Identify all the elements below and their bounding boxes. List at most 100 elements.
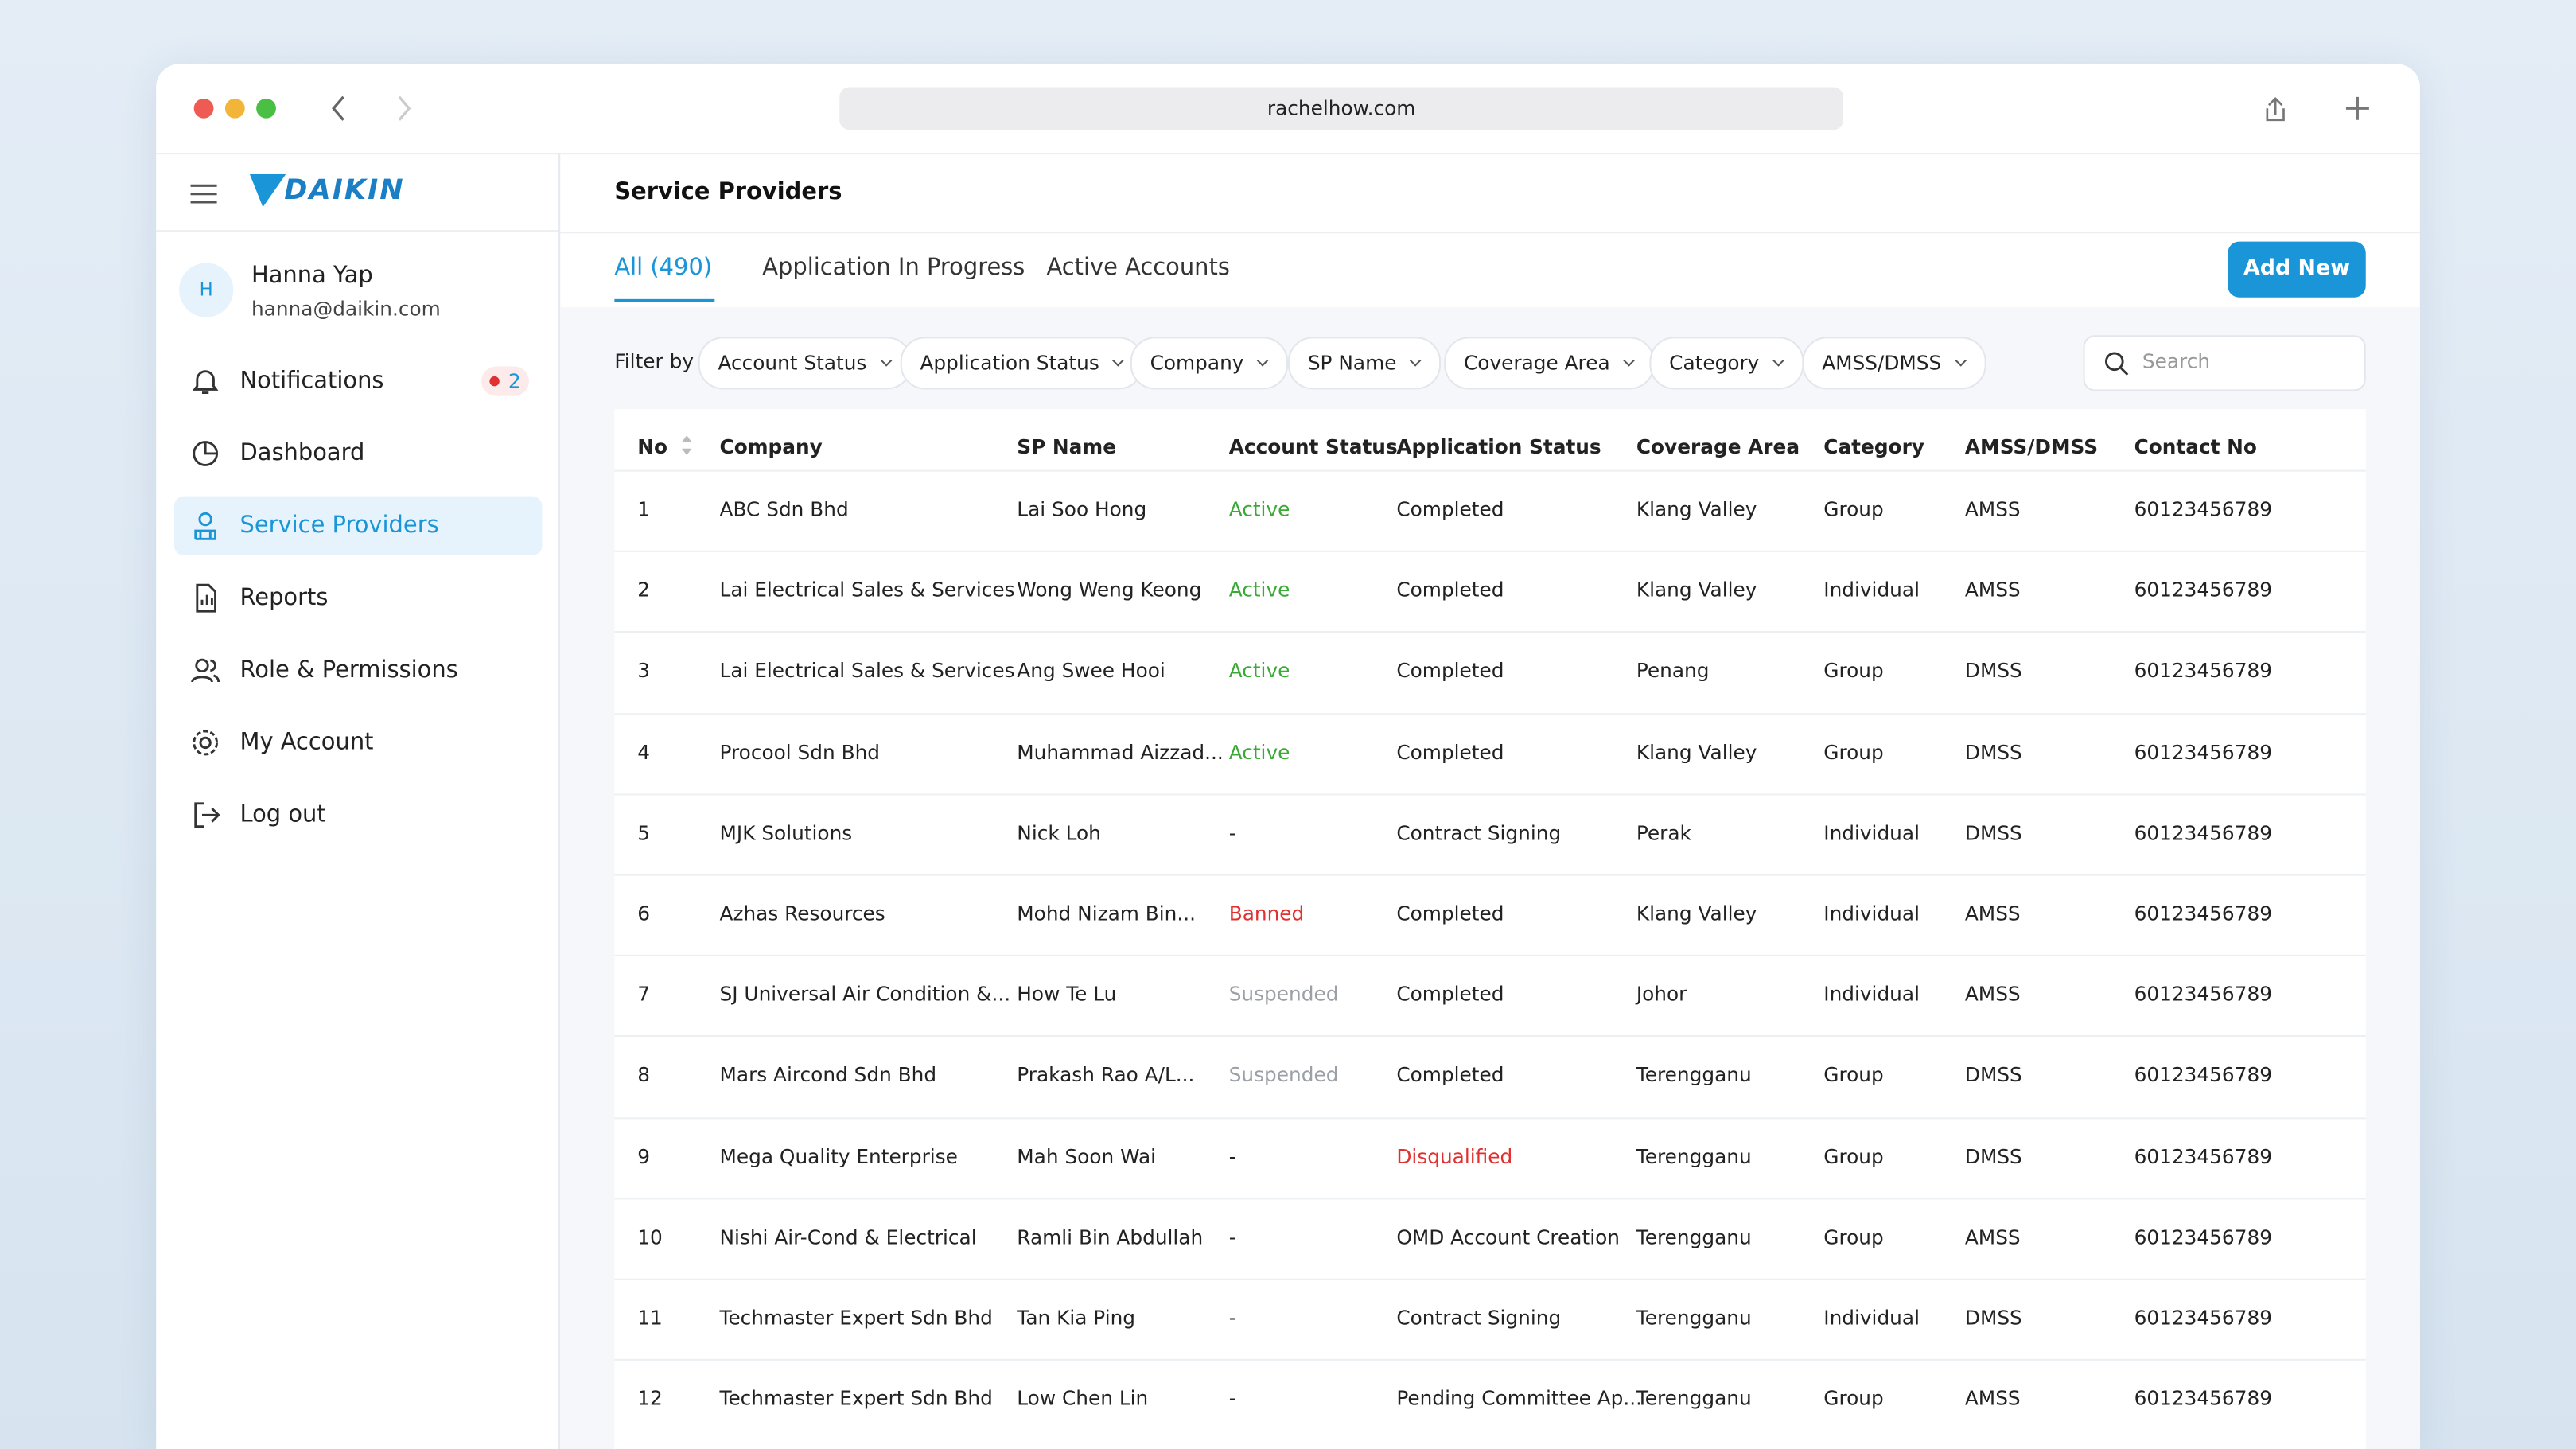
browser-actions[interactable] [2259, 92, 2391, 125]
nav-arrows[interactable] [327, 94, 426, 123]
tab[interactable]: Active Accounts [1046, 255, 1230, 282]
table-cell: Terengganu [1636, 1306, 1752, 1330]
table-cell: Active [1228, 497, 1290, 521]
browser-window: rachelhow.com DAIKIN H Hanna Yap hanna@d… [156, 64, 2420, 1449]
column-header[interactable]: Account Status [1228, 435, 1398, 459]
main: Service Providers All (490) Application I… [560, 154, 2420, 1449]
table-cell: AMSS [1964, 1387, 2021, 1411]
url: rachelhow.com [1267, 96, 1416, 120]
search-box[interactable]: Search [2083, 335, 2366, 391]
table-cell: 60123456789 [2134, 902, 2273, 925]
filter-dropdown[interactable]: Coverage Area [1444, 337, 1655, 390]
table-cell: AMSS [1964, 902, 2021, 925]
table-cell: Procool Sdn Bhd [719, 740, 881, 764]
table-cell: 5 [637, 821, 651, 845]
table-cell: Klang Valley [1636, 740, 1757, 764]
table-cell: Mars Aircond Sdn Bhd [719, 1063, 937, 1087]
table-cell: Group [1823, 1063, 1884, 1087]
row-divider [614, 1278, 2366, 1280]
table-cell: SJ Universal Air Condition &... [719, 983, 1011, 1007]
filter-dropdown[interactable]: Account Status [698, 337, 912, 390]
table-cell: Completed [1396, 578, 1504, 602]
add-new-button[interactable]: Add New [2228, 241, 2366, 298]
table-cell: Mohd Nizam Bin... [1017, 902, 1197, 925]
tab[interactable]: Application In Progress [762, 255, 1025, 282]
table-cell: Pending Committee Ap... [1396, 1387, 1643, 1411]
nav-item[interactable]: Reports [174, 569, 543, 628]
tab-underline [614, 298, 715, 302]
table-cell: 60123456789 [2134, 821, 2273, 845]
nav-icon [193, 730, 219, 756]
row-divider [614, 955, 2366, 957]
column-header[interactable]: Coverage Area [1636, 435, 1800, 459]
tab[interactable]: All (490) [614, 255, 713, 282]
avatar: H [179, 263, 234, 317]
table-cell: Prakash Rao A/L... [1017, 1063, 1195, 1087]
nav-label: Role & Permissions [239, 657, 458, 684]
logo-mark [249, 173, 286, 208]
table-cell: OMD Account Creation [1396, 1225, 1620, 1249]
table-cell: 60123456789 [2134, 1144, 2273, 1168]
table-cell: Penang [1636, 659, 1710, 683]
table-cell: 10 [637, 1225, 663, 1249]
nav-label: My Account [239, 729, 374, 756]
column-header[interactable]: Contact No [2134, 435, 2257, 459]
table-cell: DMSS [1964, 659, 2022, 683]
close-dot[interactable] [193, 98, 214, 119]
nav-item[interactable]: Log out [174, 785, 543, 844]
table-cell: Active [1228, 659, 1290, 683]
nav-item[interactable]: Service Providers [173, 496, 543, 556]
row-divider [614, 551, 2366, 553]
table-cell: Terengganu [1636, 1144, 1752, 1168]
table-cell: DMSS [1964, 1144, 2022, 1168]
column-header[interactable]: AMSS/DMSS [1964, 435, 2099, 459]
column-header[interactable]: Company [719, 435, 823, 459]
row-divider [614, 793, 2366, 796]
table-cell: Group [1823, 740, 1884, 764]
nav-item[interactable]: My Account [174, 713, 543, 772]
row-divider [614, 1035, 2366, 1038]
nav-icon [196, 583, 216, 613]
column-header[interactable]: Application Status [1396, 435, 1601, 459]
table-cell: - [1228, 1387, 1236, 1411]
nav-icon [194, 512, 216, 540]
table-cell: Nishi Air-Cond & Electrical [719, 1225, 977, 1249]
table-cell: Low Chen Lin [1017, 1387, 1149, 1411]
filter-dropdown[interactable]: Application Status [900, 337, 1144, 390]
nav-label: Reports [239, 585, 329, 612]
minimize-dot[interactable] [224, 98, 245, 119]
nav-label: Log out [239, 801, 326, 828]
table-cell: 2 [637, 578, 651, 602]
url-bar[interactable]: rachelhow.com [839, 87, 1844, 130]
nav-item[interactable]: Role & Permissions [174, 641, 543, 699]
table-cell: Disqualified [1396, 1144, 1513, 1168]
menu-icon[interactable] [189, 182, 218, 205]
table-cell: 4 [637, 740, 651, 764]
table-cell: Techmaster Expert Sdn Bhd [719, 1387, 993, 1411]
table-cell: 3 [637, 659, 651, 683]
nav-item[interactable]: Dashboard [174, 424, 543, 483]
table-cell: Tan Kia Ping [1017, 1306, 1136, 1330]
table-cell: 60123456789 [2134, 497, 2273, 521]
filter-dropdown[interactable]: SP Name [1288, 337, 1442, 390]
row-divider [614, 1198, 2366, 1200]
nav-icon [193, 441, 219, 466]
table-cell: Lai Soo Hong [1017, 497, 1147, 521]
table-cell: Suspended [1228, 983, 1339, 1007]
table-cell: AMSS [1964, 983, 2021, 1007]
table-cell: 1 [637, 497, 651, 521]
column-header[interactable]: Category [1823, 435, 1924, 459]
filter-dropdown[interactable]: Category [1649, 337, 1804, 390]
column-header[interactable]: SP Name [1017, 435, 1117, 459]
table-cell: Terengganu [1636, 1225, 1752, 1249]
nav-item[interactable]: Notifications 2 [174, 352, 543, 411]
filter-dropdown[interactable]: AMSS/DMSS [1802, 337, 1986, 390]
table-cell: Completed [1396, 1063, 1504, 1087]
table-cell: Individual [1823, 983, 1920, 1007]
table-cell: - [1228, 821, 1236, 845]
column-header[interactable]: No [637, 435, 668, 459]
filter-dropdown[interactable]: Company [1130, 337, 1289, 390]
sort-icon[interactable] [680, 434, 694, 457]
table-cell: Perak [1636, 821, 1691, 845]
zoom-dot[interactable] [256, 98, 276, 119]
